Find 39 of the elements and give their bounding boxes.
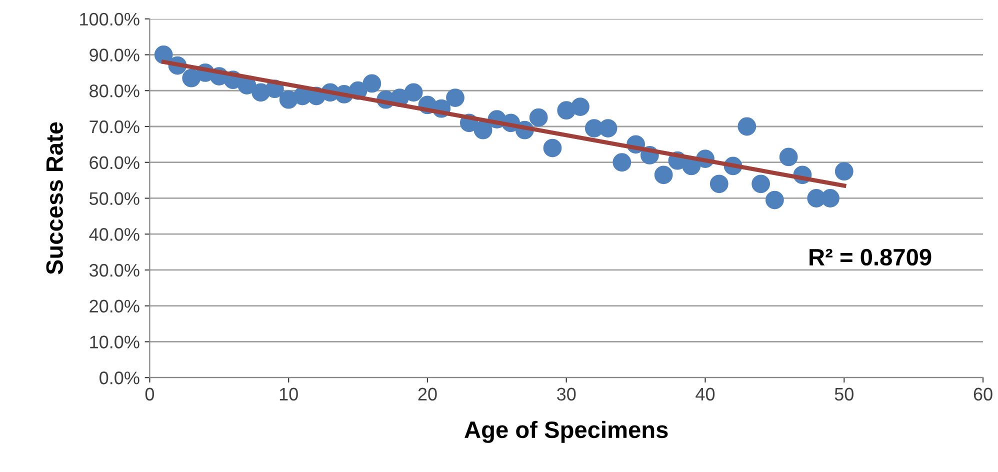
y-tick-label: 100.0% [80,12,140,26]
y-tick-label: 10.0% [90,336,140,348]
point [612,153,632,172]
point [821,189,840,208]
y-tick-label: 90.0% [90,48,140,62]
point [404,83,423,102]
x-tick-label: 20 [418,388,437,401]
point [446,88,464,107]
x-tick-label: 0 [145,388,154,401]
y-tick-label: 40.0% [89,228,140,241]
y-tick-label: 50.0% [90,192,140,205]
point [779,148,798,166]
point [834,162,854,181]
y-tick-label: 60.0% [90,156,140,170]
x-tick-label: 50 [834,388,854,401]
annotation: R² = 0.8709 [810,248,932,266]
point [738,117,756,136]
x-tick-label: 30 [557,388,576,401]
y-tick-label: 0.0% [100,372,140,384]
y-tick-label: 80.0% [90,84,140,98]
x-tick-label: 10 [280,388,298,401]
y-tick-label: 20.0% [90,300,140,313]
point [529,108,548,127]
point [752,174,770,194]
point [362,74,382,93]
x-tick-label: 60 [974,388,992,401]
point [654,166,673,184]
point [182,68,201,88]
y-tick-label: 30.0% [89,264,140,277]
x-tick-label: 40 [696,388,715,401]
point [474,120,492,140]
point [710,174,728,194]
y-axis-title: Success Rate [46,122,63,274]
point [543,138,562,158]
x-axis-title: Age of Specimens [464,420,668,443]
point [765,190,784,210]
point [154,46,173,64]
point [571,98,590,116]
y-tick-label: 70.0% [90,120,140,134]
